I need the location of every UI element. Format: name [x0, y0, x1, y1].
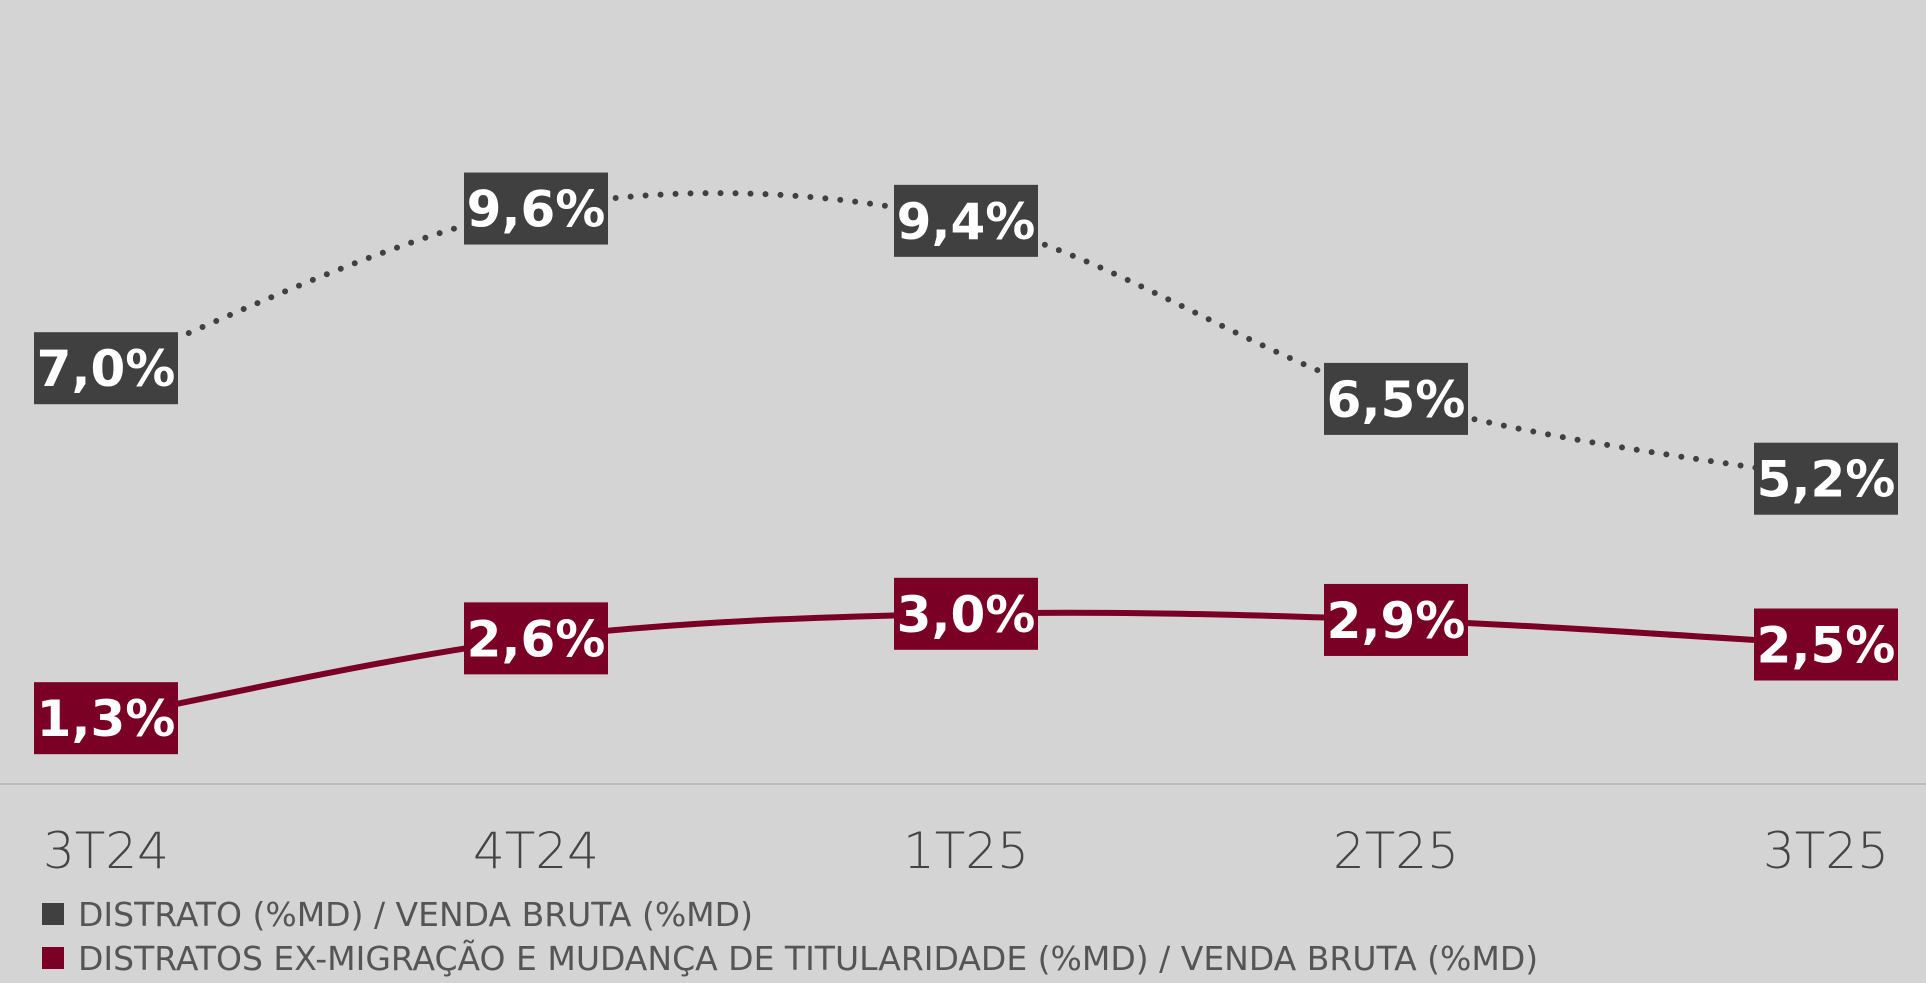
data-label: 2,9%: [1327, 592, 1466, 650]
data-label: 9,6%: [467, 181, 606, 239]
x-tick-label: 1T25: [903, 822, 1029, 880]
data-label-box: [894, 184, 1038, 257]
data-label-box: [464, 602, 608, 675]
data-label-box: [464, 172, 608, 245]
data-label-box: [34, 682, 178, 755]
data-label-box: [1324, 583, 1468, 656]
data-label: 6,5%: [1327, 371, 1466, 429]
data-label-box: [1754, 608, 1898, 681]
x-tick-label: 3T24: [43, 822, 169, 880]
data-label-box: [1324, 362, 1468, 435]
data-label-box: [1754, 442, 1898, 515]
data-label: 5,2%: [1757, 451, 1896, 509]
legend-swatch: [42, 947, 64, 969]
data-label-box: [34, 332, 178, 405]
data-label: 9,4%: [897, 193, 1036, 251]
data-label: 7,0%: [37, 340, 176, 398]
data-label: 2,6%: [467, 610, 606, 668]
legend-label: DISTRATOS EX-MIGRAÇÃO E MUDANÇA DE TITUL…: [78, 939, 1538, 978]
legend-swatch: [42, 903, 64, 925]
data-label: 2,5%: [1757, 617, 1896, 675]
data-label-box: [894, 577, 1038, 650]
data-label: 3,0%: [897, 586, 1036, 644]
x-tick-label: 3T25: [1763, 822, 1889, 880]
data-label: 1,3%: [37, 690, 176, 748]
x-tick-label: 2T25: [1333, 822, 1459, 880]
x-tick-label: 4T24: [473, 822, 599, 880]
legend-label: DISTRATO (%MD) / VENDA BRUTA (%MD): [78, 895, 753, 934]
